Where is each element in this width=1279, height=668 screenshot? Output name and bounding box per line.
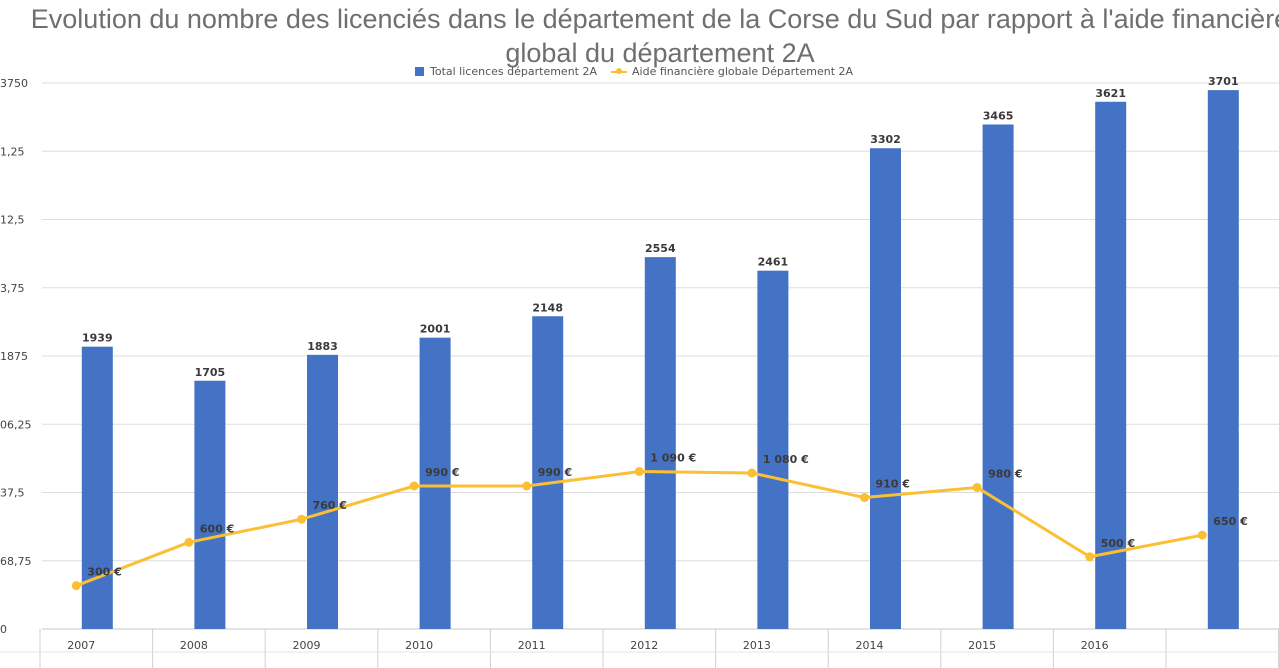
x-tick-label: 2007 bbox=[67, 639, 95, 652]
y-tick-label: 06,25 bbox=[0, 418, 32, 431]
x-tick-label: 2015 bbox=[968, 639, 996, 652]
x-tick-label: 2010 bbox=[405, 639, 433, 652]
bar-data-label: 3302 bbox=[870, 133, 901, 146]
chart-legend: Total licences département 2A Aide finan… bbox=[415, 64, 853, 78]
line-data-label: 990 € bbox=[425, 466, 459, 479]
bar-data-label: 3621 bbox=[1095, 87, 1126, 100]
line-data-label: 650 € bbox=[1213, 515, 1247, 528]
line-point bbox=[860, 493, 869, 503]
bar bbox=[644, 257, 676, 629]
bar bbox=[194, 380, 226, 629]
y-tick-label: 37,5 bbox=[0, 487, 25, 500]
y-tick-label: 68,75 bbox=[0, 555, 32, 568]
bar bbox=[532, 316, 564, 629]
x-tick-label: 2013 bbox=[743, 639, 771, 652]
bar-data-label: 2001 bbox=[420, 323, 451, 336]
x-tick-label: 2011 bbox=[518, 639, 546, 652]
line-point bbox=[1197, 530, 1207, 540]
line-data-label: 1 080 € bbox=[763, 453, 809, 466]
bar-data-label: 1883 bbox=[307, 340, 338, 353]
line-data-label: 300 € bbox=[87, 566, 121, 579]
bar bbox=[982, 124, 1014, 629]
x-tick-label: 2012 bbox=[630, 639, 658, 652]
line-data-label: 1 090 € bbox=[650, 452, 696, 465]
y-tick-label: 3,75 bbox=[0, 282, 25, 295]
line-point bbox=[522, 481, 532, 491]
bar bbox=[1207, 90, 1239, 629]
line-data-label: 990 € bbox=[538, 466, 572, 479]
line-data-label: 910 € bbox=[876, 478, 910, 491]
bar-data-label: 3465 bbox=[983, 109, 1014, 122]
bar bbox=[81, 346, 113, 629]
x-tick-label: 2009 bbox=[293, 639, 321, 652]
bar-data-label: 1939 bbox=[82, 332, 113, 345]
legend-bar-swatch bbox=[415, 66, 424, 76]
line-point bbox=[71, 581, 81, 591]
bar bbox=[1095, 101, 1127, 629]
x-tick-label: 2008 bbox=[180, 639, 208, 652]
line-data-label: 980 € bbox=[988, 467, 1022, 480]
legend-line-label: Aide financière globale Département 2A bbox=[632, 64, 854, 78]
line-point bbox=[634, 467, 644, 477]
bar-data-label: 2148 bbox=[532, 301, 563, 314]
bar bbox=[757, 270, 789, 629]
chart-title: Evolution du nombre des licenciés dans l… bbox=[30, 4, 1279, 68]
line-series bbox=[75, 470, 1203, 588]
line-data-label: 760 € bbox=[313, 499, 347, 512]
y-tick-label: 1875 bbox=[0, 350, 28, 363]
bar bbox=[307, 354, 338, 629]
bar-data-label: 1705 bbox=[195, 366, 226, 379]
bar bbox=[870, 148, 901, 629]
y-tick-label: 3750 bbox=[0, 77, 28, 90]
line-point bbox=[1085, 552, 1095, 562]
line-point bbox=[184, 537, 194, 547]
legend-bar-label: Total licences département 2A bbox=[430, 64, 597, 78]
line-data-label: 600 € bbox=[200, 522, 234, 535]
line-data-label: 500 € bbox=[1101, 537, 1135, 550]
y-tick-label: 12,5 bbox=[0, 214, 25, 227]
x-tick-label: 2016 bbox=[1081, 639, 1109, 652]
line-point bbox=[409, 481, 419, 491]
legend-line-swatch bbox=[611, 67, 627, 76]
y-tick-label: 1,25 bbox=[0, 145, 25, 158]
line-point bbox=[972, 482, 982, 492]
y-tick-label: 0 bbox=[0, 623, 7, 636]
line-point bbox=[297, 514, 306, 524]
bar-data-label: 2461 bbox=[758, 256, 789, 269]
bar-data-label: 2554 bbox=[645, 242, 676, 255]
bar bbox=[419, 337, 451, 629]
x-tick-label: 2014 bbox=[856, 639, 884, 652]
bar-data-label: 3701 bbox=[1208, 75, 1239, 88]
line-point bbox=[747, 468, 757, 478]
